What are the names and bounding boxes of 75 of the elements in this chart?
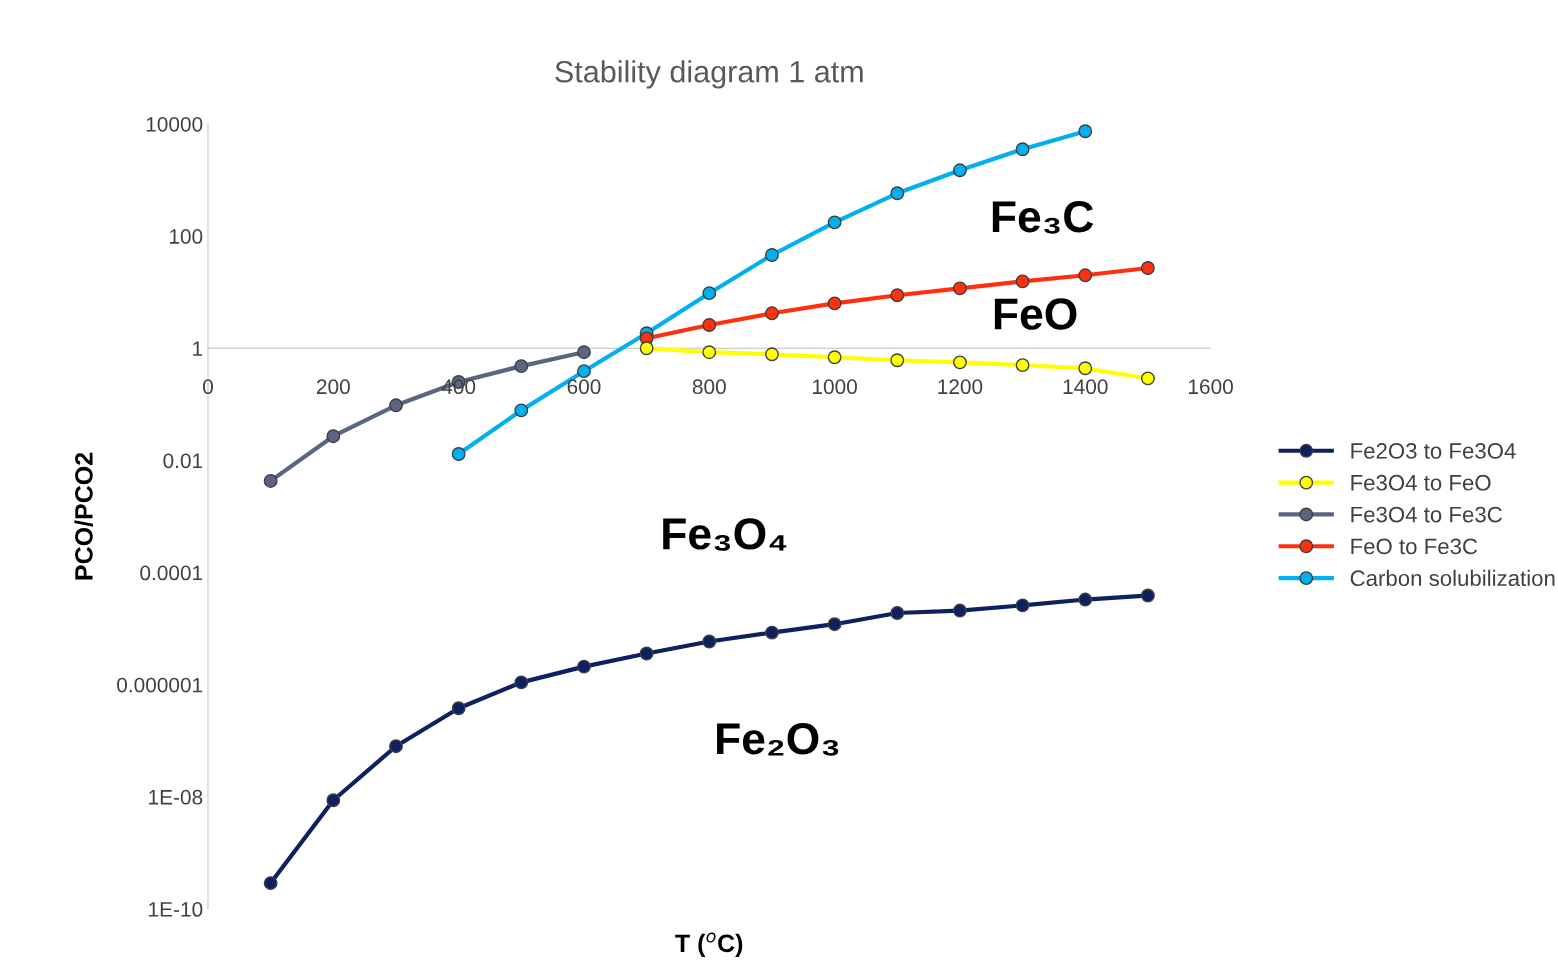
point xyxy=(890,606,905,620)
point xyxy=(1140,371,1155,386)
x-tick-label: 1600 xyxy=(1188,379,1233,395)
point xyxy=(1078,361,1093,376)
x-tick-label: 200 xyxy=(316,379,350,395)
point xyxy=(389,739,403,754)
chart-title: Stability diagram 1 atm xyxy=(555,60,863,89)
x-axis-title: T ($^{o}$C) xyxy=(675,932,743,958)
point xyxy=(1078,124,1093,139)
point xyxy=(702,286,717,301)
x-tick-label: 0 xyxy=(203,379,213,395)
y-tick-label: 0.000001 xyxy=(117,677,203,693)
point xyxy=(451,447,466,461)
legend-label: Fe3O4 to FeO xyxy=(1351,474,1491,491)
x-tick-label: 1200 xyxy=(938,379,983,395)
point xyxy=(639,341,654,356)
point xyxy=(764,625,779,640)
point xyxy=(1015,598,1030,613)
x-tick-label: 1000 xyxy=(813,379,857,395)
point xyxy=(577,364,591,379)
y-tick-label: 0.01 xyxy=(163,453,203,469)
x-tick-label: 800 xyxy=(692,379,726,395)
y-tick-label: 10000 xyxy=(146,116,203,132)
y-axis-title: PCO/PCO2 xyxy=(74,452,94,580)
point xyxy=(764,306,779,321)
point xyxy=(827,617,842,632)
legend-label: FeO to Fe3C xyxy=(1351,538,1478,555)
point xyxy=(326,793,341,808)
y-tick-label: 1E-08 xyxy=(149,789,203,805)
legend-label: Fe3O4 to Fe3C xyxy=(1351,506,1502,523)
point xyxy=(1078,268,1093,283)
legend-label: Fe2O3 to Fe3O4 xyxy=(1351,443,1516,459)
point xyxy=(389,398,403,413)
point xyxy=(639,646,654,661)
point xyxy=(827,296,842,311)
point xyxy=(952,603,967,618)
point xyxy=(890,288,905,303)
point xyxy=(827,350,842,365)
point xyxy=(702,345,717,360)
point xyxy=(890,353,905,368)
point xyxy=(1015,358,1030,373)
point xyxy=(1078,592,1093,607)
point xyxy=(1015,274,1030,289)
point xyxy=(952,355,967,370)
y-tick-label: 0.0001 xyxy=(140,565,203,581)
point xyxy=(514,403,529,418)
point xyxy=(764,248,779,262)
point xyxy=(326,429,341,444)
point xyxy=(827,215,842,230)
point xyxy=(514,359,529,374)
point xyxy=(952,281,967,296)
point xyxy=(514,675,529,690)
annotation: Fe₃C xyxy=(992,200,1094,234)
point xyxy=(1015,142,1030,157)
point xyxy=(1140,261,1155,275)
y-tick-label: 100 xyxy=(169,229,203,244)
point xyxy=(577,659,591,674)
point xyxy=(702,634,717,649)
annotation: Fe₃O₄ xyxy=(663,518,787,551)
point xyxy=(577,345,591,360)
point xyxy=(702,318,717,332)
point xyxy=(263,474,278,488)
point xyxy=(952,163,967,178)
point xyxy=(263,876,278,891)
point xyxy=(451,701,466,716)
x-tick-label: 1400 xyxy=(1063,379,1108,395)
y-tick-label: 1 xyxy=(193,341,203,356)
point xyxy=(1140,588,1155,603)
legend-label: Carbon solubilization xyxy=(1350,569,1555,587)
annotation: Fe₂O₃ xyxy=(717,723,839,756)
x-tick-label: 600 xyxy=(567,379,601,395)
annotation: FeO xyxy=(994,298,1077,330)
point xyxy=(890,186,905,201)
y-tick-label: 1E-10 xyxy=(149,902,203,917)
point xyxy=(764,347,779,362)
